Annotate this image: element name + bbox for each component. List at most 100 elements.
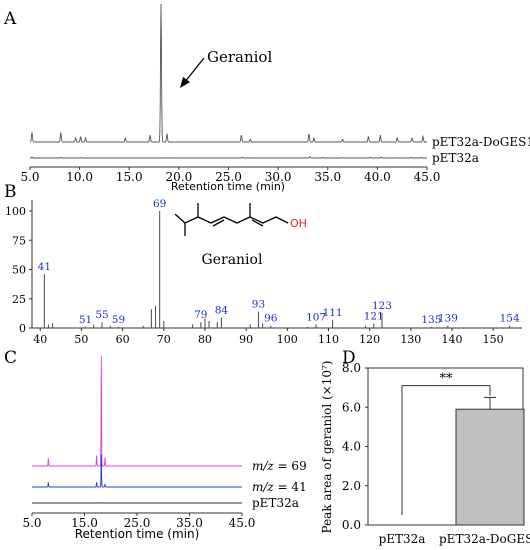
- mass-peak-label: 123: [372, 300, 392, 312]
- panel-a-series-label: pET32a: [432, 151, 479, 165]
- panel-c-series-labels: m/z = 69 m/z = 41 pET32a: [252, 459, 307, 510]
- panel-b-x-tick-label: 100: [277, 333, 298, 346]
- panel-c-x-tick-label: 15.0: [71, 516, 98, 530]
- panel-a-trace: [30, 156, 427, 159]
- panel-d-x-labels: pET32a pET32a-DoGES1: [379, 532, 530, 546]
- panel-c-x-tick-label: 35.0: [176, 516, 203, 530]
- panel-b-y-tick-label: 25: [12, 293, 26, 306]
- panel-b: 0 25 50 75 100 40 50 60 70 80 90 100 110 120 130 140 15…: [5, 198, 522, 346]
- molecule-name: Geraniol: [202, 252, 263, 268]
- significance-marker: **: [440, 372, 454, 387]
- mass-peak-label: 139: [438, 313, 458, 325]
- panel-b-y-ticks: 0 25 50 75 100: [5, 205, 32, 335]
- mass-peak-label: 59: [112, 314, 125, 326]
- panel-d-bars: [455, 396, 525, 526]
- mass-peak-label: 55: [95, 309, 108, 321]
- panel-a-series-label: pET32a-DoGES1: [432, 135, 530, 149]
- significance-line: [401, 385, 491, 516]
- significance-bracket: **: [401, 372, 491, 516]
- panel-a-x-tick-label: 35.0: [314, 170, 341, 184]
- mass-peak-label: 121: [364, 310, 384, 322]
- hydroxyl-label: OH: [290, 217, 307, 230]
- panel-b-x-tick-label: 150: [483, 333, 504, 346]
- panel-a-x-tick-label: 45.0: [414, 170, 441, 184]
- panel-d: 0.0 2.0 4.0 6.0 8.0 pET32a pET32a-DoGES1 Peak…: [320, 361, 530, 546]
- panel-a-x-tick-label: 40.0: [364, 170, 391, 184]
- panel-d-y-axis-label: Peak area of geraniol (×10⁷): [320, 361, 334, 534]
- panel-a-x-ticks: 5.0 10.0 15.0 20.0 25.0 30.0 35.0 40.0 45.0: [20, 167, 440, 184]
- panel-d-bar: [455, 408, 525, 526]
- panel-c-series-label: pET32a: [252, 496, 299, 510]
- panel-b-x-tick-label: 90: [239, 333, 253, 346]
- panel-c-x-axis-label: Retention time (min): [75, 527, 200, 541]
- mass-peak-label: 84: [215, 304, 229, 316]
- panel-a-letter: A: [3, 9, 17, 29]
- panel-b-x-tick-label: 80: [198, 333, 212, 346]
- panel-b-x-tick-label: 120: [359, 333, 380, 346]
- panel-c-letter: C: [4, 348, 17, 368]
- mass-peak-label: 41: [38, 261, 51, 273]
- panel-d-y-ticks: 0.0 2.0 4.0 6.0 8.0: [342, 361, 368, 532]
- panel-a-x-tick-label: 20.0: [166, 170, 193, 184]
- mass-peak-label: 51: [79, 314, 92, 326]
- panel-c-series-label: m/z = 41: [252, 480, 307, 494]
- panel-d-y-tick-label: 6.0: [342, 400, 361, 414]
- geraniol-structure: OH Geraniol: [174, 203, 307, 268]
- panel-b-x-tick-label: 60: [116, 333, 130, 346]
- mass-peak-label: 69: [153, 198, 166, 210]
- panel-c-x-tick-label: 25.0: [124, 516, 151, 530]
- structure-chain: [174, 213, 289, 224]
- panel-c-x-ticks: 5.0 15.0 25.0 35.0 45.0: [22, 513, 255, 530]
- panel-c-x-tick-label: 45.0: [229, 516, 256, 530]
- panel-b-y-tick-label: 100: [5, 205, 26, 218]
- panel-d-y-tick-label: 4.0: [342, 440, 361, 454]
- panel-a-traces: [29, 3, 427, 159]
- structure-double-bond-2: [251, 219, 264, 227]
- mass-peak-label: 93: [252, 299, 265, 311]
- panel-a-trace: [29, 3, 427, 143]
- panel-b-x-tick-label: 110: [318, 333, 339, 346]
- panel-d-y-tick-label: 0.0: [342, 518, 361, 532]
- panel-a-series-labels: pET32a-DoGES1 pET32a: [432, 135, 530, 165]
- panel-b-x-tick-label: 70: [157, 333, 171, 346]
- panel-b-y-tick-label: 0: [19, 322, 26, 335]
- panel-a-x-tick-label: 10.0: [66, 170, 93, 184]
- panel-c-trace: [32, 355, 242, 467]
- panel-d-y-tick-label: 8.0: [342, 361, 361, 375]
- mass-peak-label: 96: [264, 313, 278, 325]
- panel-a-x-tick-label: 30.0: [265, 170, 292, 184]
- geraniol-annotation: Geraniol: [207, 48, 272, 66]
- panel-a-x-tick-label: 25.0: [215, 170, 242, 184]
- panel-d-letter: D: [342, 348, 356, 368]
- panel-d-category-label: pET32a: [379, 532, 426, 546]
- geraniol-arrowhead: [180, 77, 190, 88]
- structure-double-bond-1: [212, 219, 225, 227]
- panel-a-x-tick-label: 15.0: [116, 170, 143, 184]
- mass-peak-label: 107: [306, 311, 326, 323]
- panel-d-category-label: pET32a-DoGES1: [439, 532, 530, 546]
- panel-b-y-tick-label: 50: [12, 264, 26, 277]
- panel-d-y-tick-label: 2.0: [342, 479, 361, 493]
- mass-peak-label: 111: [323, 307, 343, 319]
- mass-peak-label: 135: [421, 314, 441, 326]
- panel-c-traces: [32, 355, 242, 504]
- panel-b-x-tick-label: 50: [74, 333, 88, 346]
- panel-b-x-tick-label: 40: [33, 333, 47, 346]
- panel-b-x-tick-label: 130: [400, 333, 421, 346]
- mass-peak-label: 154: [500, 313, 520, 325]
- geraniol-arrow: [183, 57, 205, 84]
- panel-a: pET32a-DoGES1 pET32a 5.0 10.0 15.0 20.0 25.0 3…: [20, 3, 530, 193]
- panel-c-x-tick-label: 5.0: [22, 516, 41, 530]
- panel-a-x-axis-label: Retention time (min): [171, 180, 285, 193]
- panel-b-letter: B: [4, 182, 17, 202]
- mass-peak-label: 79: [194, 309, 207, 321]
- panel-a-x-tick-label: 5.0: [20, 170, 39, 184]
- panel-b-x-ticks: 40 50 60 70 80 90 100 110 120 130 140 150: [33, 328, 504, 346]
- panel-c-trace: [32, 453, 242, 488]
- panel-b-y-tick-label: 75: [12, 234, 26, 247]
- panel-b-x-tick-label: 140: [442, 333, 463, 346]
- panel-c: m/z = 69 m/z = 41 pET32a 5.0 15.0 25.0 35.0 45…: [22, 355, 307, 541]
- panel-c-series-label: m/z = 69: [252, 459, 307, 473]
